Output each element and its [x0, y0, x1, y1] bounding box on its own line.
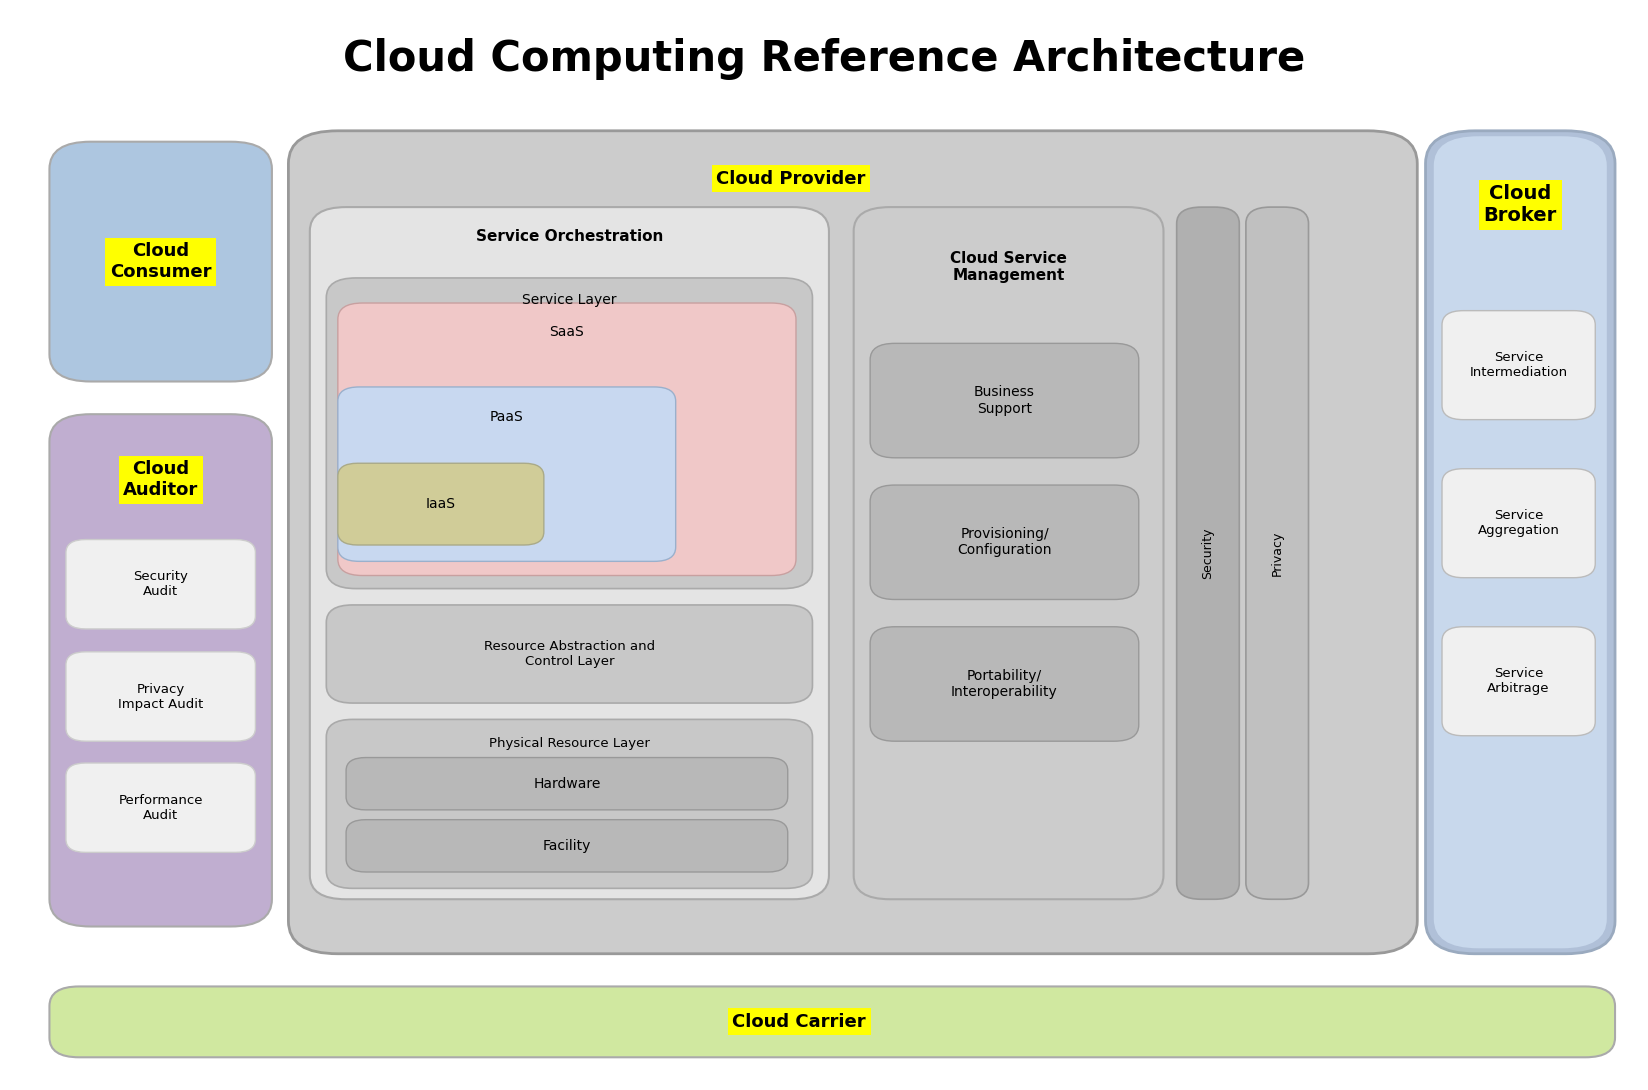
FancyBboxPatch shape	[49, 986, 1615, 1057]
FancyBboxPatch shape	[326, 719, 812, 888]
FancyBboxPatch shape	[854, 207, 1163, 899]
Text: Service Layer: Service Layer	[522, 293, 616, 306]
Text: Privacy
Impact Audit: Privacy Impact Audit	[119, 682, 203, 711]
FancyBboxPatch shape	[1177, 207, 1239, 899]
FancyBboxPatch shape	[870, 343, 1139, 458]
FancyBboxPatch shape	[49, 142, 272, 382]
FancyBboxPatch shape	[66, 652, 255, 741]
FancyBboxPatch shape	[1442, 469, 1595, 578]
Text: Resource Abstraction and
Control Layer: Resource Abstraction and Control Layer	[485, 640, 654, 668]
FancyBboxPatch shape	[870, 627, 1139, 741]
Text: Cloud Computing Reference Architecture: Cloud Computing Reference Architecture	[343, 38, 1305, 81]
Text: Cloud
Consumer: Cloud Consumer	[110, 242, 211, 281]
FancyBboxPatch shape	[1246, 207, 1309, 899]
FancyBboxPatch shape	[1442, 627, 1595, 736]
FancyBboxPatch shape	[66, 763, 255, 852]
Text: Security: Security	[1201, 528, 1215, 579]
FancyBboxPatch shape	[338, 387, 676, 561]
Text: Provisioning/
Configuration: Provisioning/ Configuration	[957, 528, 1051, 557]
Text: Service
Arbitrage: Service Arbitrage	[1488, 667, 1549, 695]
Text: Cloud
Auditor: Cloud Auditor	[124, 460, 198, 499]
Text: Cloud
Broker: Cloud Broker	[1483, 184, 1557, 226]
Text: Hardware: Hardware	[534, 777, 600, 790]
FancyBboxPatch shape	[1434, 136, 1607, 948]
Text: Security
Audit: Security Audit	[133, 570, 188, 598]
FancyBboxPatch shape	[346, 758, 788, 810]
Text: PaaS: PaaS	[489, 411, 524, 424]
FancyBboxPatch shape	[1442, 311, 1595, 420]
FancyBboxPatch shape	[310, 207, 829, 899]
Text: Business
Support: Business Support	[974, 386, 1035, 415]
FancyBboxPatch shape	[49, 414, 272, 926]
FancyBboxPatch shape	[288, 131, 1417, 954]
FancyBboxPatch shape	[326, 278, 812, 589]
Text: Service
Intermediation: Service Intermediation	[1470, 351, 1567, 379]
Text: Cloud Service
Management: Cloud Service Management	[951, 251, 1066, 283]
Text: Portability/
Interoperability: Portability/ Interoperability	[951, 669, 1058, 699]
FancyBboxPatch shape	[326, 605, 812, 703]
FancyBboxPatch shape	[870, 485, 1139, 600]
FancyBboxPatch shape	[338, 463, 544, 545]
Text: Service
Aggregation: Service Aggregation	[1478, 509, 1559, 537]
Text: SaaS: SaaS	[549, 326, 585, 339]
Text: Service Orchestration: Service Orchestration	[476, 229, 662, 244]
FancyBboxPatch shape	[346, 820, 788, 872]
Text: IaaS: IaaS	[425, 497, 456, 511]
FancyBboxPatch shape	[338, 303, 796, 576]
Text: Privacy: Privacy	[1271, 531, 1284, 576]
Text: Performance
Audit: Performance Audit	[119, 794, 203, 822]
Text: Physical Resource Layer: Physical Resource Layer	[489, 737, 649, 750]
FancyBboxPatch shape	[66, 540, 255, 629]
Text: Cloud Carrier: Cloud Carrier	[732, 1013, 867, 1031]
FancyBboxPatch shape	[1426, 131, 1615, 954]
Text: Cloud Provider: Cloud Provider	[717, 170, 865, 187]
Text: Facility: Facility	[542, 839, 592, 852]
